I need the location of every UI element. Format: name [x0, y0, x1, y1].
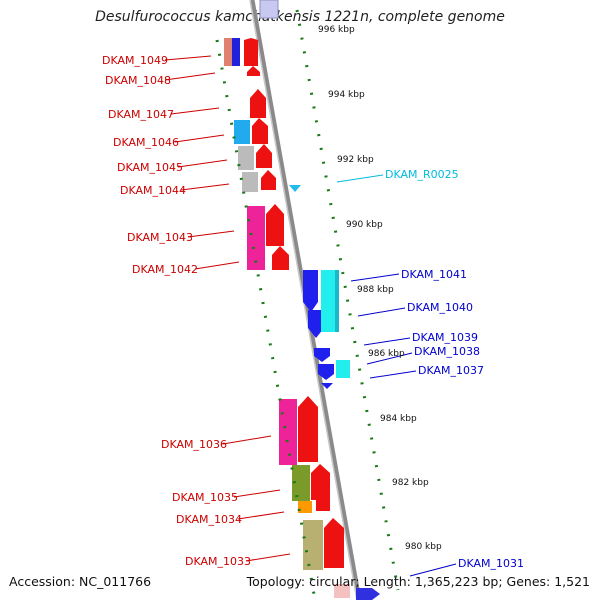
gene-dkam-1035[interactable] — [311, 464, 330, 500]
tick-rail-right — [295, 9, 400, 591]
kbp-tick-label: 982 kbp — [392, 478, 429, 488]
kbp-tick-label: 996 kbp — [318, 25, 355, 35]
gene-dkam-1045-block[interactable] — [238, 146, 254, 170]
connector-dkam-1035 — [233, 489, 281, 498]
gene-label-dkam-1038[interactable]: DKAM_1038 — [414, 345, 480, 358]
connector-dkam-1034 — [237, 511, 285, 520]
kbp-tick-label: 994 kbp — [328, 90, 365, 100]
gene-dkam-1049-block[interactable] — [224, 38, 232, 66]
connector-dkam-1036 — [222, 435, 272, 445]
connector-dkam-r0025 — [336, 174, 384, 183]
map-title: Desulfurococcus kamchatkensis 1221n, com… — [95, 9, 505, 25]
kbp-tick-label: 986 kbp — [368, 349, 405, 359]
kbp-tick-label: 992 kbp — [337, 155, 374, 165]
connector-dkam-1045 — [177, 159, 228, 168]
connector-dkam-1046 — [174, 134, 225, 143]
gene-label-dkam-r0025[interactable]: DKAM_R0025 — [385, 168, 459, 181]
gene-label-dkam-1037[interactable]: DKAM_1037 — [418, 364, 484, 377]
gene-dkam-1048[interactable] — [247, 66, 260, 76]
kbp-tick-label: 988 kbp — [357, 285, 394, 295]
gene-label-dkam-1033[interactable]: DKAM_1033 — [185, 555, 251, 568]
gene-label-dkam-1036[interactable]: DKAM_1036 — [161, 438, 227, 451]
gene-label-dkam-1044[interactable]: DKAM_1044 — [120, 184, 186, 197]
gene-dkam-1049-block-b[interactable] — [232, 38, 240, 66]
gene-label-dkam-1042[interactable]: DKAM_1042 — [132, 263, 198, 276]
connector-dkam-1047 — [170, 107, 220, 115]
gene-dkam-1040[interactable] — [308, 310, 324, 338]
genome-stats-text: Topology: circular; Length: 1,365,223 bp… — [246, 574, 590, 589]
gene-label-dkam-1041[interactable]: DKAM_1041 — [401, 268, 467, 281]
connector-dkam-1044 — [180, 183, 230, 191]
gene-dkam-r0025[interactable] — [289, 185, 301, 192]
gene-dkam-1044-block[interactable] — [242, 172, 258, 192]
gene-dkam-1041-cyan-shade[interactable] — [335, 270, 339, 332]
gene-dkam-1038[interactable] — [318, 364, 334, 380]
gene-dkam-1037[interactable] — [336, 360, 350, 378]
gene-label-dkam-1040[interactable]: DKAM_1040 — [407, 301, 473, 314]
gene-dkam-1049[interactable] — [244, 38, 258, 66]
gene-dkam-1044[interactable] — [261, 170, 276, 190]
kbp-tick-label: 990 kbp — [346, 220, 383, 230]
gene-label-dkam-1046[interactable]: DKAM_1046 — [113, 136, 179, 149]
gene-dkam-1034[interactable] — [316, 499, 330, 511]
connector-dkam-1039 — [363, 337, 411, 346]
connector-dkam-1037 — [369, 370, 417, 379]
connector-dkam-1031 — [409, 563, 457, 577]
gene-label-dkam-1049[interactable]: DKAM_1049 — [102, 54, 168, 67]
connector-dkam-1042 — [194, 261, 240, 270]
gene-dkam-1033-block[interactable] — [303, 520, 323, 570]
connector-dkam-1048 — [164, 72, 216, 81]
connector-dkam-1038 — [366, 352, 413, 365]
gene-label-dkam-1048[interactable]: DKAM_1048 — [105, 74, 171, 87]
connector-dkam-1043 — [187, 230, 235, 238]
gene-dkam-1035-block[interactable] — [292, 465, 310, 501]
gene-dkam-1036-block[interactable] — [279, 399, 297, 465]
gene-dkam-1033[interactable] — [324, 518, 344, 568]
gene-dkam-1047[interactable] — [250, 89, 266, 118]
gene-label-dkam-1047[interactable]: DKAM_1047 — [108, 108, 174, 121]
gene-label-dkam-1034[interactable]: DKAM_1034 — [176, 513, 242, 526]
gene-label-dkam-1039[interactable]: DKAM_1039 — [412, 331, 478, 344]
gene-partial-bottom[interactable] — [356, 588, 380, 600]
gene-partial-bottom-pink[interactable] — [334, 584, 350, 598]
gene-dkam-1036[interactable] — [298, 396, 318, 462]
accession-text: Accession: NC_011766 — [9, 574, 152, 589]
connector-dkam-1041 — [350, 273, 400, 282]
gene-label-dkam-1035[interactable]: DKAM_1035 — [172, 491, 238, 504]
gene-dkam-1039[interactable] — [314, 348, 330, 362]
connector-dkam-1049 — [164, 55, 212, 61]
gene-dkam-1043[interactable] — [266, 204, 284, 246]
gene-dkam-1038-tip[interactable] — [321, 383, 333, 389]
gene-dkam-1046[interactable] — [252, 118, 268, 144]
gene-dkam-1042[interactable] — [272, 246, 289, 270]
gene-dkam-1045[interactable] — [256, 144, 272, 168]
connector-dkam-1033 — [245, 553, 291, 562]
gene-dkam-1041-cyan[interactable] — [321, 270, 339, 332]
gene-partial-top[interactable] — [259, 0, 279, 19]
kbp-tick-label: 984 kbp — [380, 414, 417, 424]
gene-dkam-1046-block[interactable] — [234, 120, 250, 144]
gene-label-dkam-1043[interactable]: DKAM_1043 — [127, 231, 193, 244]
gene-dkam-1041[interactable] — [303, 270, 318, 312]
gene-dkam-1034-block[interactable] — [298, 501, 312, 513]
gene-label-dkam-1045[interactable]: DKAM_1045 — [117, 161, 183, 174]
connector-dkam-1040 — [357, 307, 406, 317]
gene-dkam-1043-block[interactable] — [247, 206, 265, 270]
kbp-tick-label: 980 kbp — [405, 542, 442, 552]
gene-label-dkam-1031[interactable]: DKAM_1031 — [458, 557, 524, 570]
